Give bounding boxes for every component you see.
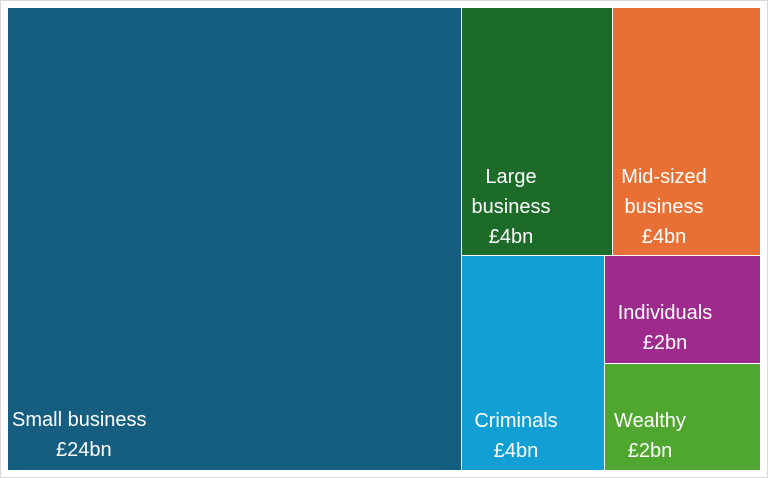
tile-label: Large business £4bn bbox=[471, 166, 551, 248]
tile-label: Mid-sized business £4bn bbox=[621, 166, 707, 248]
tile-label: Wealthy £2bn bbox=[614, 410, 686, 462]
tile-criminals: Criminals £4bn bbox=[462, 256, 604, 470]
tile-label: Criminals £4bn bbox=[474, 410, 558, 462]
tile-individuals: Individuals £2bn bbox=[605, 256, 760, 363]
tile-label: Individuals £2bn bbox=[617, 302, 713, 354]
tile-small-business: Small business £24bn bbox=[8, 8, 461, 470]
tile-large-business: Large business £4bn bbox=[462, 8, 612, 255]
tile-wealthy: Wealthy £2bn bbox=[605, 364, 760, 470]
tile-mid-sized-business: Mid-sized business £4bn bbox=[613, 8, 760, 255]
tile-label: Small business £24bn bbox=[12, 409, 147, 461]
